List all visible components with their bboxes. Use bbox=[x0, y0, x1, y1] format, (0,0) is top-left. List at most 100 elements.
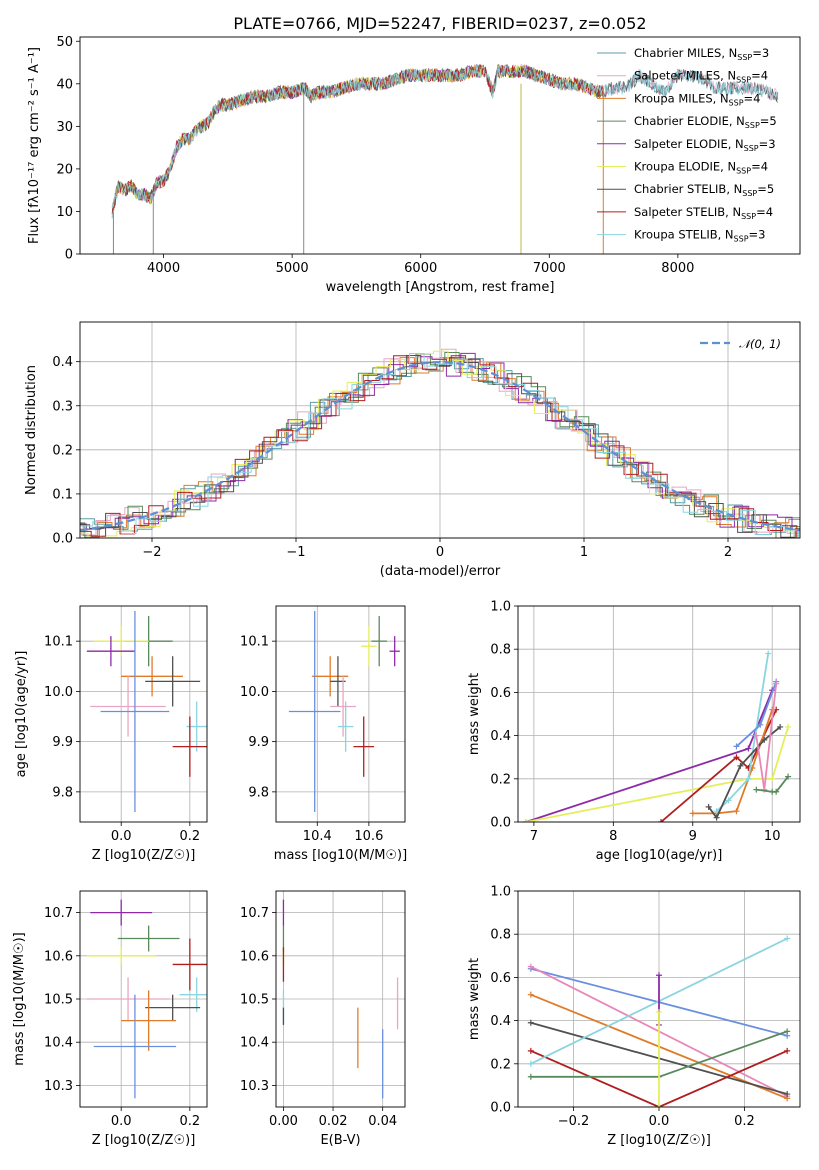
weight-line bbox=[525, 726, 789, 822]
legend-subscript: SSP bbox=[736, 76, 751, 85]
y-tick-label: 1.0 bbox=[490, 885, 511, 900]
y-tick-label: 10.4 bbox=[240, 1036, 269, 1051]
legend-subscript: SSP bbox=[741, 212, 756, 221]
axes-frame bbox=[79, 321, 801, 539]
x-tick-label: 1 bbox=[580, 545, 588, 560]
x-tick-label: 8000 bbox=[661, 261, 694, 276]
x-tick-label: 10 bbox=[764, 829, 781, 844]
x-tick-label: 5000 bbox=[276, 261, 309, 276]
legend-subscript: SSP bbox=[734, 235, 749, 244]
spectrum-plot bbox=[111, 63, 779, 254]
weight_vs_Z-plot bbox=[527, 935, 791, 1107]
weight-marker bbox=[757, 721, 764, 728]
weight-marker bbox=[522, 819, 529, 822]
legend-nssp: =3 bbox=[752, 46, 769, 60]
x-tick-label: 9 bbox=[689, 829, 697, 844]
weight-marker bbox=[773, 788, 780, 795]
legend-nssp: =4 bbox=[744, 91, 761, 105]
x-tick-label: −1 bbox=[286, 545, 305, 560]
legend-entry: Salpeter MILES, NSSP=4 bbox=[634, 69, 768, 85]
age_vs_Z-plot bbox=[86, 611, 207, 812]
y-tick-label: 0.0 bbox=[490, 816, 511, 831]
legend-entry: Kroupa STELIB, NSSP=3 bbox=[634, 228, 765, 244]
legend-nssp: =3 bbox=[749, 228, 766, 242]
residual_histogram-axes: −2 −1 0 1 2 0.0 0.1 0.2 0.3 0.4 (data-model)/error… bbox=[24, 321, 801, 579]
legend-nssp: =5 bbox=[760, 114, 777, 128]
axes-frame bbox=[79, 36, 801, 255]
y-tick-label: 10.1 bbox=[44, 635, 73, 650]
y-tick-label: 9.9 bbox=[248, 735, 269, 750]
axes-frame bbox=[517, 890, 801, 1108]
x-axis-label: mass [log10(M/M☉)] bbox=[274, 848, 407, 863]
spectrum-legend: Chabrier MILES, NSSP=3 Salpeter MILES, NS… bbox=[597, 46, 777, 244]
weight-marker bbox=[527, 1047, 534, 1054]
y-tick-label: 0.1 bbox=[52, 487, 73, 502]
legend-entry: Chabrier STELIB, NSSP=5 bbox=[634, 182, 774, 198]
x-tick-label: 10.4 bbox=[303, 829, 332, 844]
x-tick-label: 0.0 bbox=[649, 1114, 670, 1129]
x-tick-label: 0.2 bbox=[179, 829, 200, 844]
weight-marker bbox=[689, 810, 696, 817]
weight-marker bbox=[753, 732, 760, 739]
weight-marker bbox=[733, 754, 740, 761]
y-tick-label: 0.8 bbox=[490, 928, 511, 943]
weight-marker bbox=[745, 745, 752, 752]
legend-subscript: SSP bbox=[736, 167, 751, 176]
y-tick-label: 10.0 bbox=[44, 685, 73, 700]
weight-marker bbox=[784, 935, 791, 942]
weight-marker bbox=[657, 819, 664, 822]
x-axis-label: (data-model)/error bbox=[380, 564, 501, 579]
y-tick-label: 0.0 bbox=[490, 1101, 511, 1116]
weight-marker bbox=[725, 797, 732, 804]
weight-marker bbox=[737, 762, 744, 769]
y-tick-label: 10.0 bbox=[240, 685, 269, 700]
y-tick-label: 10.1 bbox=[240, 635, 269, 650]
histogram-salpeter-stelib bbox=[80, 355, 800, 538]
weight-marker bbox=[733, 743, 740, 750]
x-tick-label: 2 bbox=[724, 545, 732, 560]
weight-marker bbox=[527, 1073, 534, 1080]
residual_histogram-plot bbox=[80, 348, 800, 538]
legend-nssp: =4 bbox=[751, 69, 768, 83]
y-tick-label: 10.5 bbox=[44, 993, 73, 1008]
x-axis-label: E(B-V) bbox=[320, 1133, 360, 1148]
weight-marker bbox=[785, 773, 792, 780]
spectrum-axes: 4000 5000 6000 7000 8000 0 10 20 30 40 50 wavelengt… bbox=[27, 35, 801, 295]
normal-curve bbox=[80, 360, 800, 532]
weight-marker bbox=[656, 1104, 662, 1107]
legend-entry: Salpeter ELODIE, NSSP=3 bbox=[634, 137, 776, 153]
legend-nssp: =3 bbox=[759, 137, 776, 151]
y-tick-label: 0.0 bbox=[52, 532, 73, 547]
legend-entry: Chabrier MILES, NSSP=3 bbox=[634, 46, 769, 62]
weight-marker bbox=[527, 991, 534, 998]
x-tick-label: 10.6 bbox=[354, 829, 383, 844]
y-tick-label: 0.8 bbox=[490, 643, 511, 658]
weight-marker bbox=[713, 814, 720, 821]
x-tick-label: 6000 bbox=[404, 261, 437, 276]
y-axis-label: mass [log10(M/M☉)] bbox=[12, 932, 27, 1065]
legend-subscript: SSP bbox=[737, 53, 752, 62]
y-tick-label: 0.2 bbox=[490, 1057, 511, 1072]
legend-entry: Kroupa MILES, NSSP=4 bbox=[634, 91, 760, 107]
age_vs_mass-plot bbox=[288, 611, 400, 812]
y-tick-label: 0.6 bbox=[490, 686, 511, 701]
axes-frame bbox=[275, 605, 406, 823]
mass_vs_ebv-plot bbox=[282, 899, 399, 1099]
x-axis-label: Z [log10(Z/Z☉)] bbox=[607, 1133, 711, 1148]
x-tick-label: 0.0 bbox=[111, 829, 132, 844]
y-axis-label: Flux [fλ10⁻¹⁷ erg cm⁻² s⁻¹ A⁻¹] bbox=[27, 47, 42, 244]
x-tick-label: 0.02 bbox=[319, 1114, 348, 1129]
weight-marker bbox=[705, 803, 712, 810]
y-tick-label: 0.3 bbox=[52, 399, 73, 414]
weight-marker bbox=[785, 723, 792, 730]
weight-marker bbox=[527, 1060, 534, 1067]
weight_vs_age-axes: 7 8 9 10 0.0 0.2 0.4 0.6 0.8 1.0 age [log10(age/yr… bbox=[467, 600, 801, 863]
mass_vs_Z-axes: 0.0 0.2 10.3 10.4 10.5 10.6 10.7 Z [log10(Z/Z☉)… bbox=[12, 890, 208, 1148]
legend-nssp: =4 bbox=[756, 205, 773, 219]
weight-line bbox=[530, 1049, 788, 1107]
weight_vs_Z-axes: −0.2 0.0 0.2 0.0 0.2 0.4 0.6 0.8 1.0 Z [log10(Z/Z… bbox=[467, 885, 801, 1148]
x-tick-label: 7 bbox=[530, 829, 538, 844]
y-tick-label: 10.6 bbox=[44, 949, 73, 964]
x-tick-label: 4000 bbox=[147, 261, 180, 276]
weight-marker bbox=[745, 775, 752, 782]
